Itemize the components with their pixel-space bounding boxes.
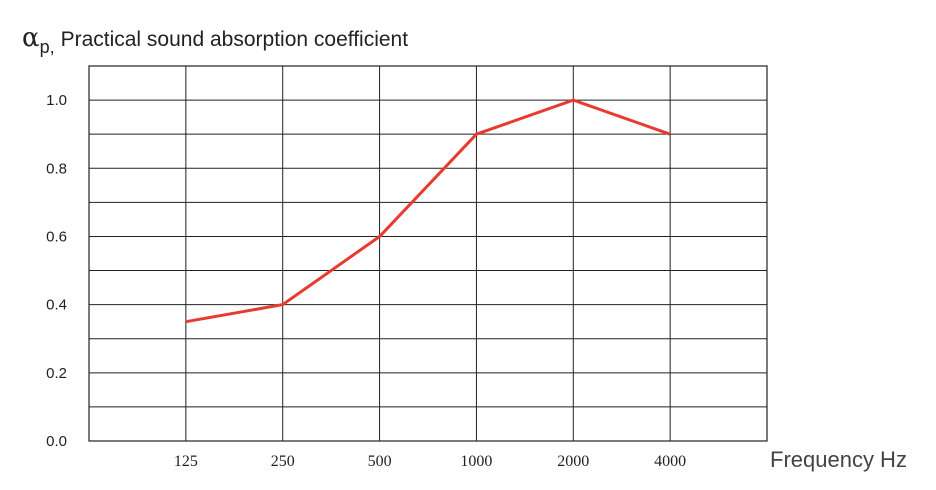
y-axis-subscript: p, [40,37,55,57]
x-tick-label: 1000 [460,453,492,470]
x-tick-label: 2000 [557,453,589,470]
x-tick-label: 4000 [654,453,686,470]
y-tick-label: 0.8 [46,160,67,177]
grid [89,66,767,441]
plot-frame [88,65,768,442]
y-tick-labels: 0.0 0.2 0.4 0.6 0.8 1.0 [46,92,67,450]
x-axis-label: Frequency Hz [770,447,907,472]
y-axis-label: αp, Practical sound absorption coefficien… [22,23,408,57]
x-tick-label: 500 [368,453,392,470]
x-tick-label: 125 [174,453,198,470]
x-tick-labels: 125 250 500 1000 2000 4000 [174,453,686,470]
y-tick-label: 1.0 [46,92,67,109]
y-tick-label: 0.4 [46,297,67,314]
series-lines [185,98,671,324]
y-tick-label: 0.6 [46,228,67,245]
y-axis-symbol: α [22,23,40,53]
y-tick-label: 0.2 [46,365,67,382]
x-tick-label: 250 [271,453,295,470]
y-tick-label: 0.0 [46,433,67,450]
y-axis-title: Practical sound absorption coefficient [61,28,409,51]
series-line [185,98,671,324]
